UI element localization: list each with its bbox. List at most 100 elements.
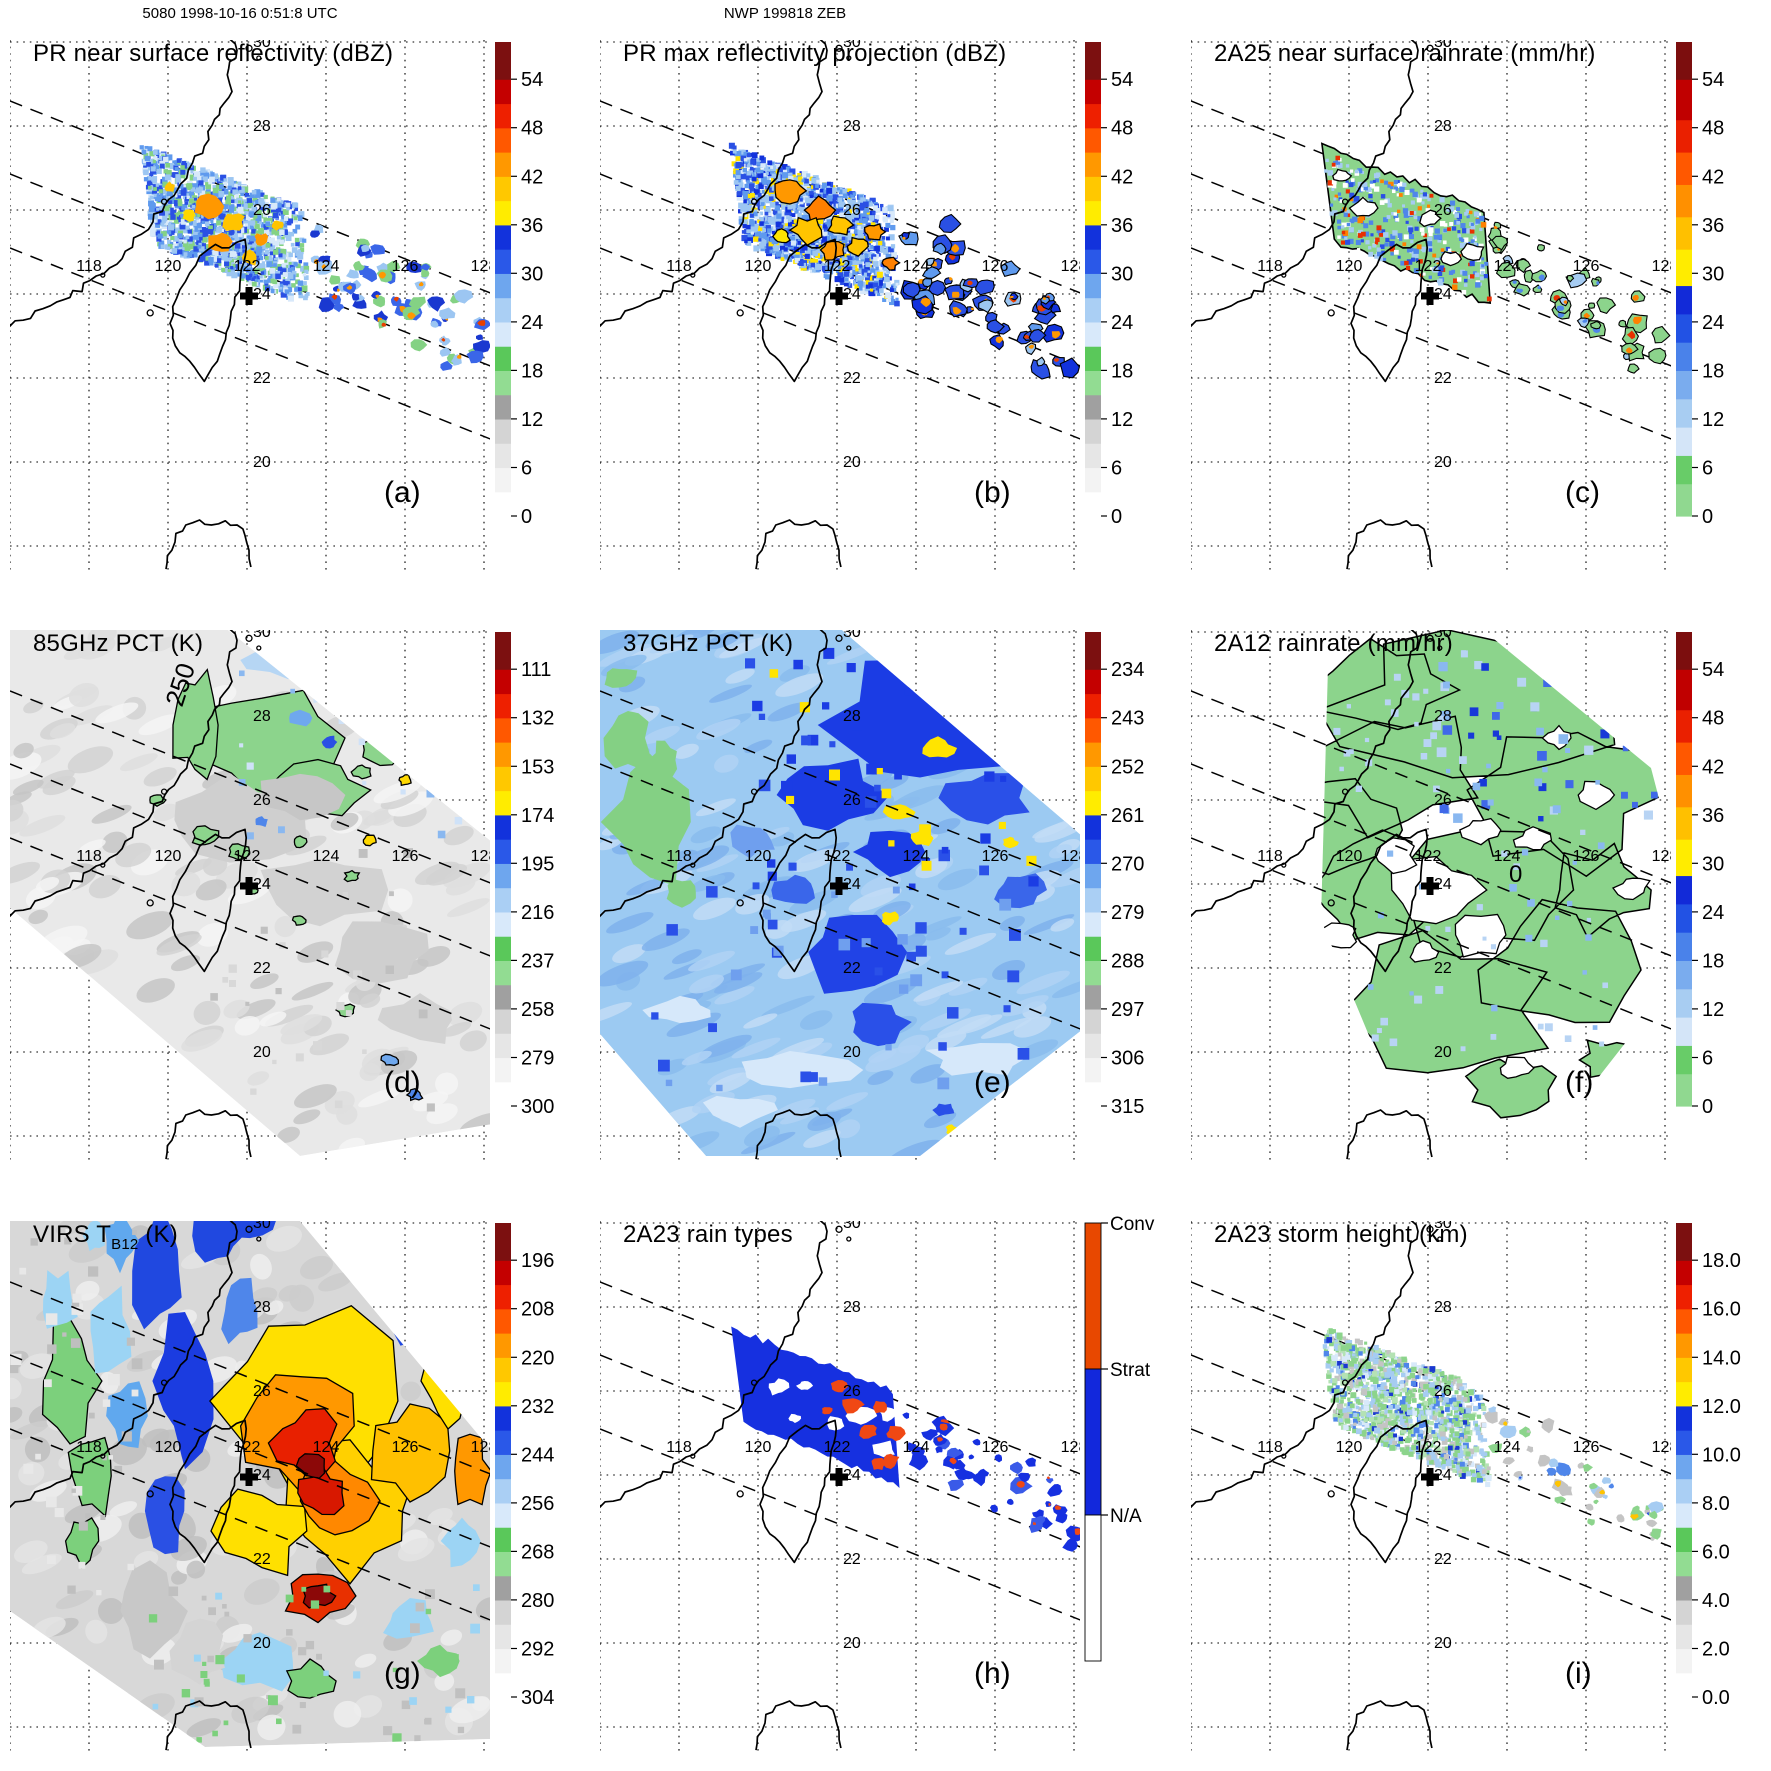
panel-a: 118 120 122 124 126 128 30 28 26 24 22 20 0 6 12 18 24 30…: [0, 0, 590, 590]
svg-text:28: 28: [1434, 118, 1452, 135]
colorbar: Conv Strat N/A: [1084, 1214, 1155, 1662]
svg-text:261: 261: [1111, 805, 1144, 827]
svg-text:54: 54: [1702, 659, 1724, 681]
svg-text:304: 304: [521, 1687, 554, 1709]
svg-text:22: 22: [843, 370, 861, 387]
svg-text:30: 30: [1434, 624, 1452, 641]
svg-text:30: 30: [1434, 34, 1452, 51]
swath-edge-lines: [1191, 690, 1671, 1030]
header-orbit-time: 5080 1998-10-16 0:51:8 UTC: [142, 5, 338, 22]
svg-text:20: 20: [253, 454, 271, 471]
svg-text:42: 42: [1702, 756, 1724, 778]
svg-text:0: 0: [521, 506, 532, 528]
center-cross-marker: [1421, 877, 1439, 895]
svg-text:153: 153: [521, 756, 554, 778]
panel-i: 118 120 122 124 126 128 30 28 26 24 22 20 0.0 2.0 4.0 6…: [1181, 1181, 1771, 1771]
svg-text:36: 36: [521, 215, 543, 237]
panel-b-map: 118 120 122 124 126 1283028262422200612182430…: [600, 40, 1133, 572]
svg-text:12: 12: [521, 409, 543, 431]
svg-text:256: 256: [521, 1493, 554, 1515]
svg-text:30: 30: [521, 263, 543, 285]
svg-text:126: 126: [1573, 258, 1600, 275]
gridlines: [600, 40, 1080, 572]
svg-text:28: 28: [1434, 708, 1452, 725]
coastlines: [600, 630, 852, 1160]
svg-text:270: 270: [1111, 853, 1144, 875]
svg-text:208: 208: [521, 1299, 554, 1321]
coastlines: [10, 1221, 262, 1751]
gridlines: [1191, 1221, 1671, 1753]
panel-g-map: 118 120 122 124 126 1283028262422203042922802…: [10, 1221, 554, 1753]
center-cross-marker: [830, 1468, 848, 1486]
header-case-label: NWP 199818 ZEB: [723, 5, 847, 22]
svg-text:124: 124: [313, 1439, 340, 1456]
panel-e-letter: (e): [974, 1066, 1011, 1099]
svg-text:122: 122: [824, 848, 851, 865]
panel-c-map: 118 120 122 124 126 1283028262422200612182430…: [1191, 34, 1724, 572]
svg-text:54: 54: [521, 69, 543, 91]
svg-text:252: 252: [1111, 756, 1144, 778]
svg-text:24: 24: [1702, 902, 1724, 924]
center-cross-marker: [1421, 1468, 1439, 1486]
svg-text:26: 26: [1434, 202, 1452, 219]
panel-h-letter: (h): [974, 1657, 1011, 1690]
center-cross-marker: [830, 287, 848, 305]
data-swath: [1320, 142, 1671, 374]
svg-text:20: 20: [1434, 454, 1452, 471]
svg-text:315: 315: [1111, 1096, 1144, 1118]
svg-text:20: 20: [1434, 1044, 1452, 1061]
svg-text:0: 0: [1111, 506, 1122, 528]
svg-text:20: 20: [843, 1635, 861, 1652]
svg-text:22: 22: [843, 960, 861, 977]
svg-text:220: 220: [521, 1347, 554, 1369]
svg-text:120: 120: [1336, 258, 1363, 275]
svg-text:234: 234: [1111, 659, 1144, 681]
panel-d-title: 85GHz PCT (K): [33, 630, 204, 657]
svg-text:118: 118: [76, 258, 102, 275]
colorbar: 0 6 12 18 24 30 36 42 48 54: [1085, 42, 1133, 528]
panel-g-title: VIRS TB12 (K): [33, 1221, 178, 1253]
svg-text:118: 118: [76, 848, 102, 865]
svg-text:28: 28: [843, 118, 861, 135]
svg-text:6: 6: [1702, 458, 1713, 480]
center-cross-marker: [830, 877, 848, 895]
contour-label: 0: [1509, 861, 1522, 888]
data-swath: [600, 630, 1080, 1156]
svg-text:126: 126: [982, 258, 1009, 275]
svg-text:124: 124: [313, 848, 340, 865]
svg-text:20: 20: [253, 1635, 271, 1652]
coastlines: [600, 1221, 852, 1751]
svg-text:42: 42: [1111, 166, 1133, 188]
gridlines: [1191, 40, 1671, 572]
coastlines: [1191, 40, 1443, 570]
svg-text:36: 36: [1702, 215, 1724, 237]
svg-text:24: 24: [1702, 312, 1724, 334]
panel-b: 118 120 122 124 126 128 30 28 26 24 22 20 0 6 12 18 24 30…: [590, 0, 1180, 590]
svg-text:20: 20: [843, 454, 861, 471]
svg-text:118: 118: [666, 1439, 692, 1456]
svg-text:26: 26: [843, 792, 861, 809]
svg-text:N/A: N/A: [1110, 1506, 1142, 1527]
svg-text:118: 118: [666, 848, 692, 865]
panel-e-title: 37GHz PCT (K): [623, 630, 794, 657]
svg-text:120: 120: [1336, 848, 1363, 865]
svg-text:122: 122: [234, 848, 261, 865]
svg-text:18: 18: [1702, 950, 1724, 972]
svg-text:48: 48: [1702, 118, 1724, 140]
svg-text:48: 48: [521, 118, 543, 140]
svg-text:26: 26: [253, 1383, 271, 1400]
svg-text:174: 174: [521, 805, 554, 827]
svg-text:237: 237: [521, 950, 554, 972]
svg-text:28: 28: [843, 708, 861, 725]
panel-f-title: 2A12 rainrate (mm/hr): [1214, 630, 1453, 657]
svg-text:26: 26: [843, 1383, 861, 1400]
svg-text:126: 126: [982, 848, 1009, 865]
svg-text:28: 28: [253, 708, 271, 725]
svg-text:244: 244: [521, 1444, 554, 1466]
colorbar: 304 292 280 268 256 244 232 220 208 196: [495, 1223, 554, 1709]
svg-text:128: 128: [471, 1439, 498, 1456]
panel-f-map: 118 120 122 124 126 1283028262422200061218243…: [1191, 624, 1724, 1162]
svg-text:196: 196: [521, 1250, 554, 1272]
svg-text:128: 128: [1061, 1439, 1088, 1456]
